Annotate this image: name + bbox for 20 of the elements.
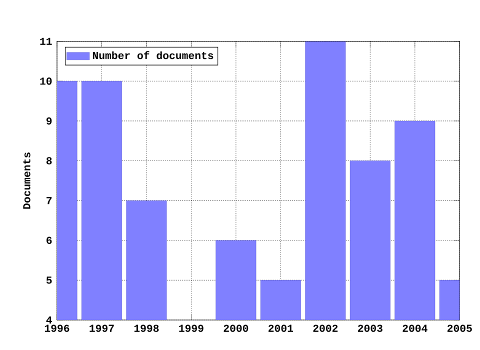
x-tick-label: 2001 [268, 324, 294, 332]
x-tick-label: 1999 [179, 324, 204, 332]
x-tick-label: 2000 [224, 324, 248, 332]
y-tick-label: 11 [40, 38, 52, 45]
y-tick-label: 10 [40, 78, 52, 85]
x-tick-label: 2004 [402, 324, 428, 332]
x-tick-label: 1998 [134, 324, 159, 332]
y-tick-label: 7 [46, 197, 52, 204]
x-tick-label: 2005 [447, 324, 472, 332]
x-tick-label: 2003 [358, 324, 382, 332]
x-tick-label: 1997 [90, 324, 114, 332]
y-tick-label: 5 [46, 276, 52, 284]
y-axis-title: Documents [23, 152, 30, 209]
y-tick-label: 4 [46, 316, 52, 324]
y-tick-label: 8 [46, 157, 52, 164]
x-tick-label: 1996 [44, 324, 70, 332]
y-tick-label: 9 [46, 117, 52, 125]
x-tick-label: 2002 [313, 324, 338, 332]
y-tick-label: 6 [46, 236, 52, 244]
legend-label: Number of documents [92, 51, 214, 60]
